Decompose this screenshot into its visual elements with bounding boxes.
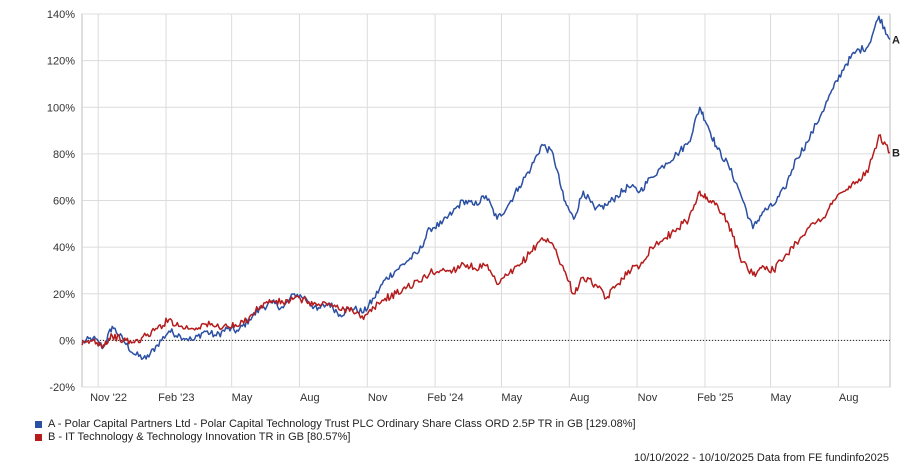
series-end-label-a: A: [892, 34, 900, 46]
x-tick-label: Feb '25: [697, 392, 733, 404]
x-tick-label: May: [501, 392, 522, 404]
x-tick-label: Nov: [638, 392, 658, 404]
y-tick-label: 0%: [59, 335, 75, 347]
series-end-label-b: B: [892, 148, 900, 160]
line-chart: 140% 120% 100% 80% 60% 40% 20% 0% -20% Nov '22 Fe…: [47, 9, 900, 404]
legend-swatch-b: [35, 434, 42, 441]
y-tick-label: 100%: [47, 102, 75, 114]
legend-label-b: B - IT Technology & Technology Innovatio…: [48, 431, 351, 443]
x-tick-label: Aug: [300, 392, 320, 404]
legend-swatch-a: [35, 421, 42, 428]
legend-entry-a: A - Polar Capital Partners Ltd - Polar C…: [35, 418, 636, 431]
y-tick-label: 40%: [53, 242, 75, 254]
x-tick-label: May: [232, 392, 253, 404]
y-axis-ticks: 140% 120% 100% 80% 60% 40% 20% 0% -20%: [47, 9, 75, 394]
series-line-b: [81, 134, 891, 349]
y-tick-label: 60%: [53, 196, 75, 208]
legend-label-a: A - Polar Capital Partners Ltd - Polar C…: [48, 418, 636, 430]
x-tick-label: Feb '23: [158, 392, 194, 404]
x-tick-label: Feb '24: [427, 392, 463, 404]
x-axis-ticks: Nov '22 Feb '23 May Aug Nov Feb '24 May Aug Nov F…: [90, 392, 858, 404]
y-tick-label: 140%: [47, 9, 75, 21]
x-tick-label: Nov: [368, 392, 388, 404]
series-line-a: [81, 15, 891, 361]
y-tick-label: -20%: [49, 382, 75, 394]
x-tick-label: May: [770, 392, 791, 404]
x-tick-label: Aug: [570, 392, 590, 404]
y-tick-label: 20%: [53, 289, 75, 301]
grid-lines: [81, 13, 891, 388]
series-end-labels: AB: [892, 34, 900, 159]
x-tick-label: Aug: [839, 392, 859, 404]
x-tick-label: Nov '22: [90, 392, 127, 404]
legend: A - Polar Capital Partners Ltd - Polar C…: [35, 418, 636, 444]
y-tick-label: 80%: [53, 149, 75, 161]
y-tick-label: 120%: [47, 56, 75, 68]
series-layer: [81, 15, 891, 361]
date-range-source: 10/10/2022 - 10/10/2025 Data from FE fun…: [633, 452, 889, 464]
legend-entry-b: B - IT Technology & Technology Innovatio…: [35, 431, 636, 444]
